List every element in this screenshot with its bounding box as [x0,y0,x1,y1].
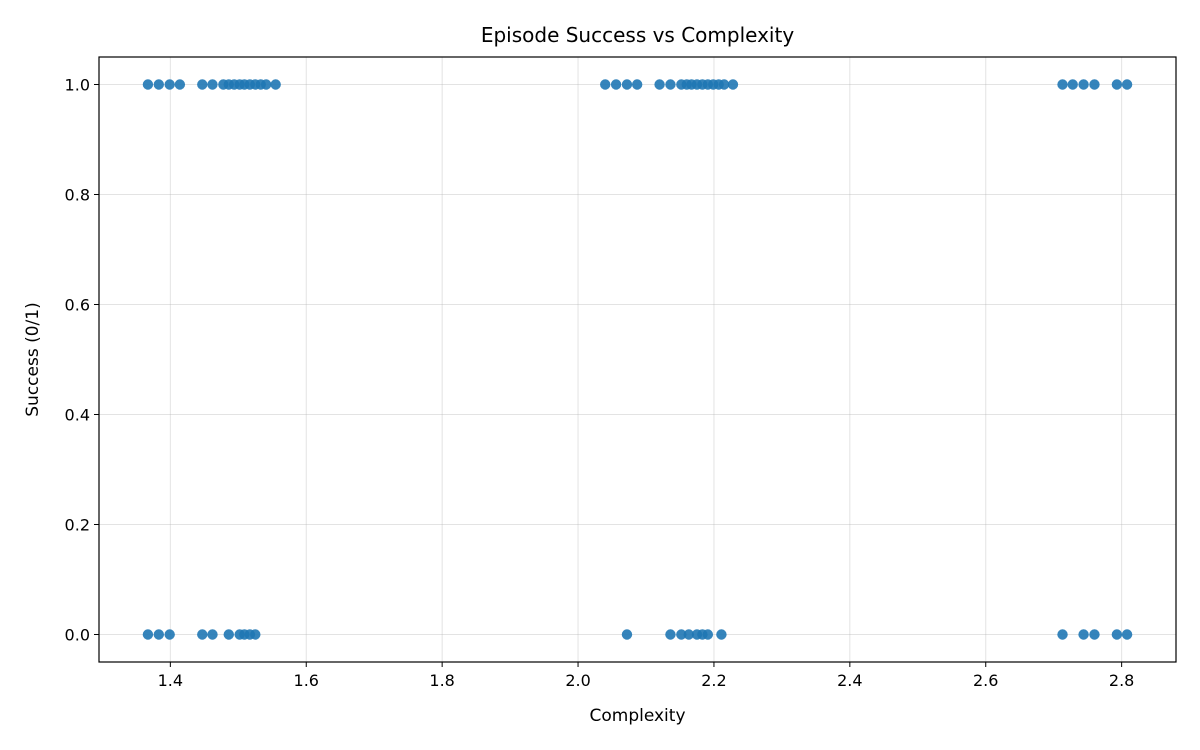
x-tick-label: 2.6 [973,671,998,690]
grid-lines [99,57,1176,662]
data-point [610,79,622,90]
data-point [665,79,676,90]
x-tick-label: 1.6 [294,671,319,690]
data-point [1078,629,1089,640]
data-point [600,79,611,90]
data-point [250,629,261,640]
data-point [1121,79,1133,90]
x-tick-label: 2.0 [565,671,590,690]
data-point [716,629,727,640]
data-point [621,629,633,640]
x-tick-label: 2.2 [701,671,726,690]
data-point [153,629,164,640]
data-point [197,629,208,640]
data-point [727,79,739,90]
y-tick-label: 0.8 [65,186,90,205]
data-point [260,79,272,90]
plot-frame [98,56,1177,663]
data-point [207,79,218,90]
x-axis-ticks: 1.4 1.6 1.8 2.0 2.2 2.4 2.6 2.8 [158,662,1134,690]
data-point [718,79,730,90]
data-point [142,629,154,640]
data-point [1067,79,1078,90]
data-point [164,629,175,640]
x-tick-label: 2.8 [1109,671,1134,690]
data-point [174,79,186,90]
data-point [654,79,665,90]
data-point [1078,79,1089,90]
data-point [270,79,281,90]
data-points [142,79,1133,640]
x-tick-label: 2.4 [837,671,862,690]
data-point [197,79,208,90]
data-point [1111,79,1123,90]
data-point [1121,629,1133,640]
data-point [207,629,218,640]
data-point [702,629,714,640]
data-point [631,79,643,90]
x-axis-label: Complexity [589,706,685,726]
x-tick-label: 1.4 [158,671,183,690]
data-point [665,629,676,640]
data-point [164,79,175,90]
data-point [676,629,687,640]
data-point [1057,79,1068,90]
data-point [153,79,164,90]
x-tick-label: 1.8 [429,671,454,690]
data-point [223,629,234,640]
data-point [1111,629,1123,640]
data-point [142,79,154,90]
y-tick-label: 1.0 [65,76,90,95]
y-tick-label: 0.0 [65,626,90,645]
data-point [621,79,633,90]
data-point [683,629,695,640]
y-axis-ticks: 0.0 0.2 0.4 0.6 0.8 1.0 [65,76,99,645]
data-point [1089,79,1100,90]
y-tick-label: 0.6 [65,296,90,315]
y-axis-label: Success (0/1) [23,302,43,416]
data-point [1089,629,1100,640]
y-tick-label: 0.4 [65,406,90,425]
data-point [1057,629,1068,640]
chart-title: Episode Success vs Complexity [481,23,795,47]
y-tick-label: 0.2 [65,516,90,535]
